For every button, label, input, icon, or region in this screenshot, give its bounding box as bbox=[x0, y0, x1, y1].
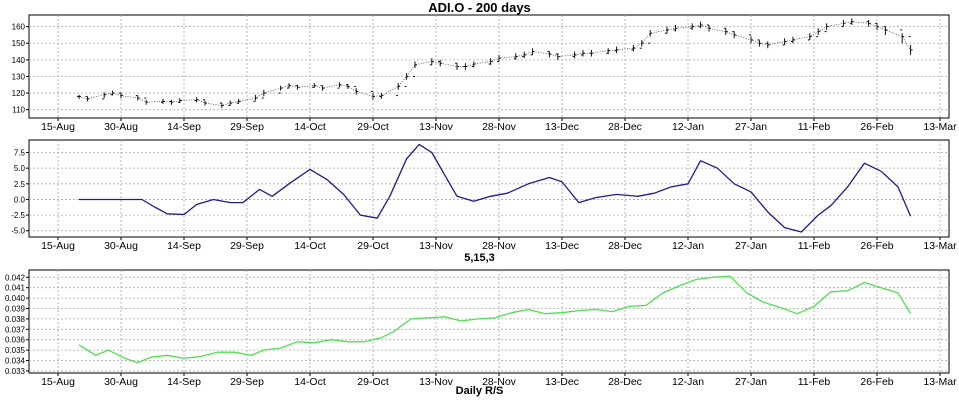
x-tick-label: 12-Jan bbox=[672, 240, 704, 252]
chart-title-price: ADI.O - 200 days bbox=[428, 0, 531, 15]
x-tick-label: 14-Oct bbox=[294, 376, 326, 388]
y-tick-label: 7.5 bbox=[14, 149, 26, 158]
x-tick-label: 28-Dec bbox=[608, 121, 642, 133]
y-tick-label: 130 bbox=[12, 72, 26, 81]
plot-frame bbox=[28, 139, 950, 238]
x-tick-label: 26-Feb bbox=[860, 240, 893, 252]
y-tick-label: 0.0 bbox=[14, 195, 26, 204]
y-tick-label: 0.037 bbox=[5, 325, 26, 334]
x-tick-label: 28-Dec bbox=[608, 376, 642, 388]
x-tick-label: 29-Sep bbox=[230, 121, 264, 133]
x-tick-label: 15-Aug bbox=[41, 121, 75, 133]
chart-title-relative-strength: Daily R/S bbox=[455, 385, 504, 397]
x-tick-label: 15-Aug bbox=[41, 240, 75, 252]
x-tick-label: 30-Aug bbox=[104, 240, 138, 252]
x-tick-label: 27-Jan bbox=[735, 240, 767, 252]
x-tick-label: 11-Feb bbox=[798, 240, 831, 252]
y-tick-label: 120 bbox=[12, 89, 26, 98]
x-tick-label: 11-Feb bbox=[798, 376, 831, 388]
y-tick-label: -5.0 bbox=[11, 227, 25, 236]
x-tick-label: 29-Oct bbox=[357, 376, 389, 388]
x-tick-label: 13-Mar bbox=[923, 376, 957, 388]
x-tick-label: 13-Mar bbox=[923, 240, 957, 252]
y-tick-label: 0.039 bbox=[5, 304, 26, 313]
x-tick-label: 30-Aug bbox=[104, 376, 138, 388]
x-tick-label: 27-Jan bbox=[735, 376, 767, 388]
x-tick-label: 26-Feb bbox=[860, 121, 893, 133]
x-tick-label: 29-Oct bbox=[357, 240, 389, 252]
plot-frame bbox=[28, 269, 950, 374]
y-tick-label: 2.5 bbox=[14, 180, 26, 189]
y-tick-label: 0.040 bbox=[5, 294, 26, 303]
y-tick-label: 140 bbox=[12, 56, 26, 65]
y-tick-label: 0.041 bbox=[5, 284, 26, 293]
x-tick-label: 14-Oct bbox=[294, 240, 326, 252]
oscillator-line bbox=[79, 143, 912, 233]
x-tick-label: 13-Mar bbox=[923, 121, 957, 133]
x-tick-label: 27-Jan bbox=[735, 121, 767, 133]
x-tick-label: 13-Nov bbox=[419, 121, 454, 133]
x-tick-label: 13-Nov bbox=[419, 376, 454, 388]
x-tick-label: 12-Jan bbox=[672, 121, 704, 133]
x-tick-label: 13-Nov bbox=[419, 240, 454, 252]
x-tick-label: 13-Dec bbox=[545, 376, 579, 388]
x-tick-label: 28-Nov bbox=[482, 376, 517, 388]
y-tick-label: 110 bbox=[12, 106, 25, 115]
y-tick-label: 160 bbox=[12, 23, 26, 32]
x-tick-label: 26-Feb bbox=[860, 376, 893, 388]
relative-strength-line bbox=[78, 275, 912, 364]
price-close-line bbox=[78, 21, 911, 106]
y-tick-label: 0.038 bbox=[5, 315, 26, 324]
x-tick-label: 11-Feb bbox=[798, 121, 831, 133]
y-tick-label: -2.5 bbox=[11, 211, 25, 220]
x-tick-label: 28-Nov bbox=[482, 240, 517, 252]
x-tick-label: 13-Dec bbox=[545, 240, 579, 252]
y-tick-label: 5.0 bbox=[14, 164, 26, 173]
y-tick-label: 150 bbox=[12, 39, 26, 48]
x-tick-label: 14-Sep bbox=[167, 121, 201, 133]
x-tick-label: 30-Aug bbox=[104, 121, 138, 133]
y-tick-label: 0.035 bbox=[5, 346, 26, 355]
x-tick-label: 29-Sep bbox=[230, 240, 264, 252]
y-tick-label: 0.033 bbox=[5, 367, 26, 376]
x-tick-label: 28-Nov bbox=[482, 121, 517, 133]
x-tick-label: 14-Sep bbox=[167, 240, 201, 252]
plot-frame bbox=[28, 14, 950, 119]
y-tick-label: 0.034 bbox=[5, 357, 26, 366]
x-tick-label: 14-Sep bbox=[167, 376, 201, 388]
y-tick-label: 0.042 bbox=[5, 273, 26, 282]
x-tick-label: 28-Dec bbox=[608, 240, 642, 252]
y-tick-label: 0.036 bbox=[5, 336, 26, 345]
x-tick-label: 15-Aug bbox=[41, 376, 75, 388]
x-tick-label: 14-Oct bbox=[294, 121, 326, 133]
x-tick-label: 13-Dec bbox=[545, 121, 579, 133]
x-tick-label: 29-Oct bbox=[357, 121, 389, 133]
chart-title-oscillator: 5,15,3 bbox=[464, 252, 495, 264]
x-tick-label: 29-Sep bbox=[230, 376, 264, 388]
x-tick-label: 12-Jan bbox=[672, 376, 704, 388]
